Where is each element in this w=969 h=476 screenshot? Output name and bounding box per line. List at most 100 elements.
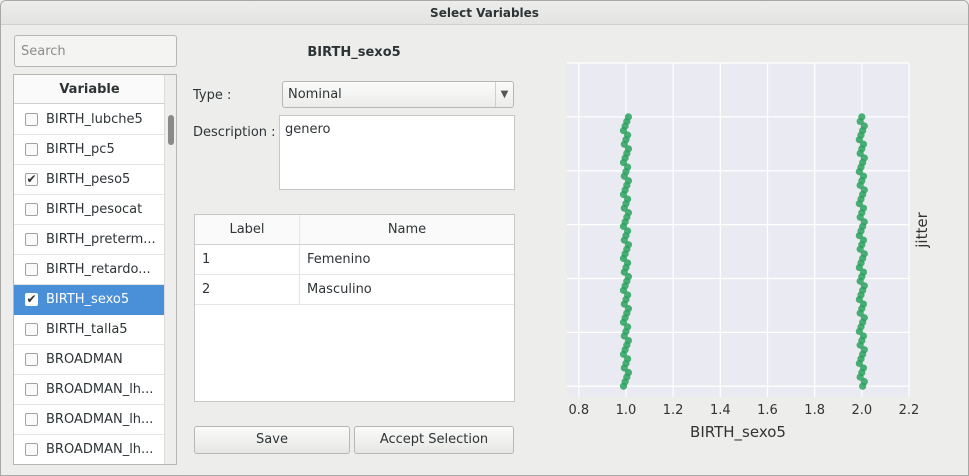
scatter-point: [859, 332, 868, 340]
scatter-point: [860, 378, 868, 386]
list-item-label: BIRTH_preterm...: [46, 232, 156, 247]
scatter-point: [859, 172, 868, 180]
jitter-plot-svg: 0.8 1.0 1.2 1.4 1.6 1.8 2.0 2.2 BIRTH_sexo5 jit…: [567, 62, 931, 442]
list-item-label: BIRTH_pesocat: [46, 202, 143, 217]
scatter-point: [860, 122, 868, 130]
scatter-point: [624, 368, 633, 377]
checkbox[interactable]: ✔: [25, 292, 38, 306]
scatter-point: [624, 113, 633, 121]
list-item-label: BIRTH_lubche5: [46, 112, 143, 127]
list-item-label: BROADMAN_lh...: [46, 442, 154, 457]
type-select-value: Nominal: [288, 87, 342, 102]
list-item[interactable]: BROADMAN: [14, 345, 165, 375]
scatter-point: [858, 113, 866, 121]
x-tick-label: 2.0: [851, 403, 872, 418]
scatter-point: [860, 218, 868, 226]
checkbox[interactable]: [25, 413, 38, 426]
x-tick-label: 0.8: [568, 403, 589, 418]
variable-list-scrollbar[interactable]: [164, 75, 176, 464]
variable-list[interactable]: Variable BIRTH_lubche5 BIRTH_pc5 ✔ BIRTH_pe…: [13, 74, 177, 465]
scatter-point: [624, 305, 633, 313]
scatter-point: [624, 145, 633, 153]
x-tick-label: 1.8: [804, 403, 825, 418]
table-cell-name[interactable]: Masculino: [300, 275, 514, 305]
scatter-point: [859, 300, 868, 308]
scatter-point: [624, 355, 632, 363]
variable-name-heading: BIRTH_sexo5: [307, 45, 401, 60]
column-header-name[interactable]: Name: [300, 215, 514, 245]
checkbox[interactable]: [25, 233, 38, 246]
list-item-label: BIRTH_retardo...: [46, 262, 151, 277]
list-item[interactable]: ✔ BIRTH_peso5: [14, 165, 165, 195]
y-axis-label: jitter: [913, 211, 931, 248]
scatter-point: [859, 236, 868, 244]
scatter-point: [624, 241, 633, 249]
chevron-down-icon[interactable]: ▼: [495, 82, 513, 107]
checkbox[interactable]: [25, 263, 38, 276]
column-header-label[interactable]: Label: [195, 215, 300, 245]
list-item[interactable]: BROADMAN_lh...: [14, 435, 165, 464]
scatter-point: [859, 140, 868, 148]
x-tick-label: 1.6: [757, 403, 778, 418]
type-select[interactable]: Nominal ▼: [282, 81, 514, 108]
x-tick-label: 1.4: [710, 403, 731, 418]
scatter-point: [624, 195, 632, 203]
scatter-point: [624, 163, 632, 171]
scatter-point: [624, 336, 633, 345]
scatter-point: [860, 346, 868, 354]
scrollbar-thumb[interactable]: [168, 115, 174, 145]
scatter-point: [624, 273, 633, 281]
scatter-point: [624, 291, 632, 299]
list-item[interactable]: BIRTH_lubche5: [14, 105, 165, 135]
list-item-label: BROADMAN_lh...: [46, 382, 154, 397]
jitter-plot: 0.8 1.0 1.2 1.4 1.6 1.8 2.0 2.2 BIRTH_sexo5 jit…: [541, 51, 961, 451]
scatter-point: [860, 154, 868, 162]
list-item[interactable]: ✔ BIRTH_sexo5: [14, 285, 165, 315]
list-item[interactable]: BIRTH_pc5: [14, 135, 165, 165]
window-title: Select Variables: [1, 1, 968, 25]
list-item[interactable]: BIRTH_talla5: [14, 315, 165, 345]
checkbox[interactable]: [25, 443, 38, 456]
checkbox[interactable]: [25, 383, 38, 396]
scatter-point: [624, 131, 632, 139]
scatter-point: [860, 250, 868, 258]
accept-selection-button[interactable]: Accept Selection: [354, 426, 514, 454]
checkbox[interactable]: [25, 113, 38, 126]
list-item[interactable]: BROADMAN_lh...: [14, 405, 165, 435]
save-button[interactable]: Save: [194, 426, 350, 454]
list-item[interactable]: BIRTH_preterm...: [14, 225, 165, 255]
scatter-point: [860, 314, 868, 322]
search-input[interactable]: [14, 35, 177, 67]
scatter-point: [624, 209, 633, 217]
scatter-point: [859, 268, 868, 276]
scatter-point: [624, 227, 632, 235]
x-tick-label: 1.2: [663, 403, 684, 418]
table-cell-name[interactable]: Femenino: [300, 245, 514, 275]
checkbox[interactable]: [25, 323, 38, 336]
checkbox[interactable]: [25, 143, 38, 156]
list-item-label: BIRTH_sexo5: [46, 292, 130, 307]
checkbox[interactable]: [25, 203, 38, 216]
table-cell-label[interactable]: 1: [195, 245, 300, 275]
list-item-label: BIRTH_pc5: [46, 142, 115, 157]
list-item[interactable]: BROADMAN_lh...: [14, 375, 165, 405]
x-tick-label: 1.0: [616, 403, 637, 418]
table-cell-label[interactable]: 2: [195, 275, 300, 305]
scatter-point: [624, 323, 632, 331]
list-item-label: BIRTH_talla5: [46, 322, 128, 337]
list-item[interactable]: BIRTH_pesocat: [14, 195, 165, 225]
x-axis-label: BIRTH_sexo5: [690, 423, 786, 442]
labels-table: Label Name 1 Femenino 2 Masculino: [194, 214, 515, 402]
checkbox[interactable]: ✔: [25, 172, 38, 186]
scatter-point: [624, 177, 633, 185]
description-field[interactable]: genero: [279, 115, 515, 190]
scatter-point: [624, 259, 632, 267]
variable-column-header[interactable]: Variable: [14, 75, 165, 104]
list-item-label: BROADMAN_lh...: [46, 412, 154, 427]
checkbox[interactable]: [25, 353, 38, 366]
scatter-point: [859, 364, 868, 372]
x-tick-label: 2.2: [899, 403, 920, 418]
scatter-point: [860, 186, 868, 194]
list-item[interactable]: BIRTH_retardo...: [14, 255, 165, 285]
